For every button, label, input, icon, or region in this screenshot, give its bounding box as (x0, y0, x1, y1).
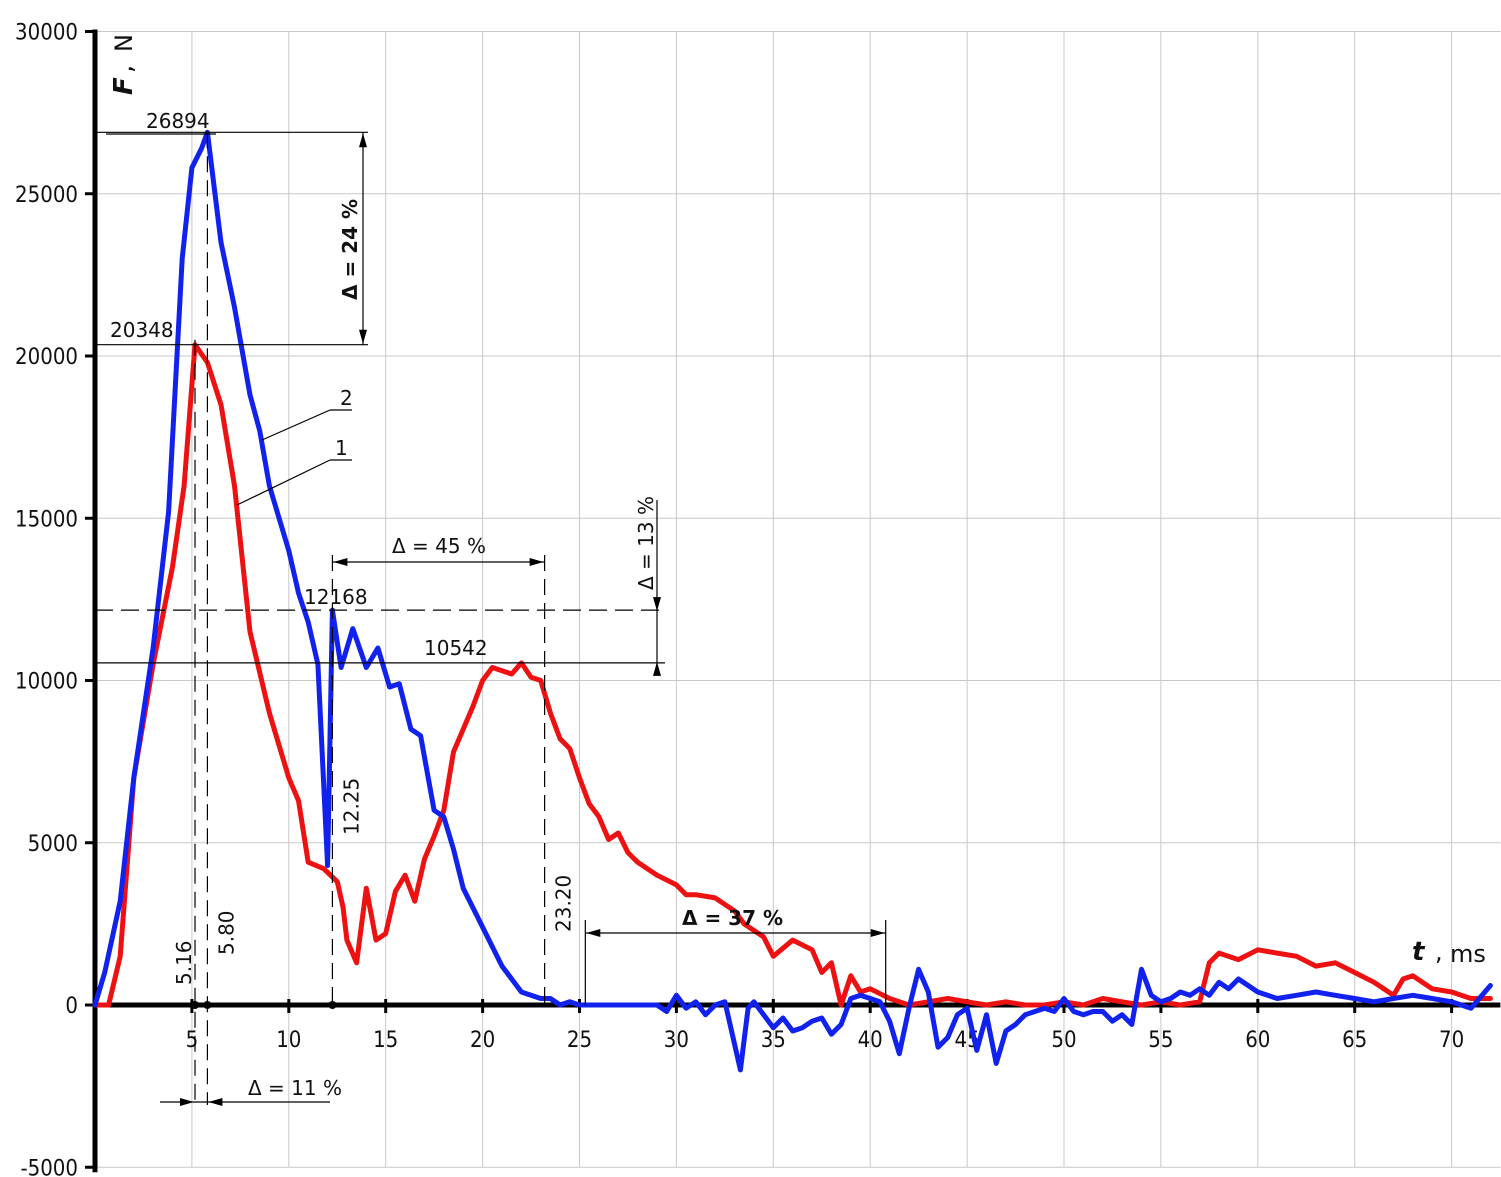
peak1-value-label: 20348 (110, 318, 174, 342)
curve2-leader-line (261, 409, 331, 441)
x-tick-label: 20 (470, 1028, 495, 1053)
tsecond1-label: 23.20 (552, 875, 576, 932)
x-tick-label: 35 (761, 1028, 786, 1053)
x-tick-label: 65 (1342, 1028, 1367, 1053)
tpeak1-label: 5.16 (172, 940, 196, 985)
series-line-2 (92, 129, 1493, 1073)
x-tick-label: 5 (186, 1028, 199, 1053)
delta37-arrow-left (586, 929, 601, 937)
x-tick-label: 55 (1148, 1028, 1173, 1053)
delta24-arrow-top (359, 133, 367, 148)
x-tick-label: 25 (567, 1028, 592, 1053)
delta11-label: Δ = 11 % (248, 1076, 342, 1100)
x-tick-label: 70 (1439, 1028, 1464, 1053)
delta45-arrow-left (333, 558, 348, 566)
y-tick-label: 0 (65, 994, 78, 1019)
data-series (92, 129, 1493, 1073)
x-axis-comma: , (1435, 938, 1443, 966)
x-tick-label: 30 (664, 1028, 689, 1053)
y-tick-label: 30000 (15, 21, 78, 46)
delta24-arrow-bottom (359, 329, 367, 344)
x-tick-label: 40 (858, 1028, 883, 1053)
series-line-1 (92, 342, 1493, 1008)
x-tick-label: 50 (1051, 1028, 1076, 1053)
y-axis-comma: , (109, 65, 139, 73)
y-axis-unit: N (110, 34, 138, 52)
delta13-arrow-top (653, 597, 661, 612)
delta24-label: Δ = 24 % (338, 199, 362, 300)
x-axis-unit: ms (1450, 940, 1486, 968)
delta13-arrow-bottom (653, 661, 661, 676)
curve2-label: 2 (340, 386, 353, 410)
x-axis-label: t (1412, 937, 1426, 967)
y-tick-label: 25000 (15, 183, 78, 208)
peak2-value-label: 26894 (146, 109, 210, 133)
y-tick-label: -5000 (20, 1156, 78, 1177)
grid (95, 31, 1501, 1168)
curve1-label: 1 (335, 436, 348, 460)
time-marker-dot (191, 1001, 200, 1009)
delta13-label: Δ = 13 % (634, 496, 658, 590)
y-axis-label: F (109, 77, 139, 95)
delta45-arrow-right (529, 558, 544, 566)
delta37-label: Δ = 37 % (682, 906, 783, 930)
second-peak2-value-label: 12168 (304, 585, 368, 609)
y-tick-label: 20000 (15, 345, 78, 370)
x-tick-label: 60 (1245, 1028, 1270, 1053)
x-tick-label: 10 (276, 1028, 301, 1053)
delta37-arrow-right (870, 929, 885, 937)
time-marker-dot (203, 1001, 212, 1009)
y-tick-label: 15000 (15, 507, 78, 532)
delta11-arrow-left (180, 1098, 195, 1106)
y-tick-label: 10000 (15, 670, 78, 695)
y-tick-label: 5000 (28, 832, 78, 857)
annotations: 26894 20348 12168 10542 Δ = 24 % Δ = 13 % 5.16… (95, 109, 887, 1106)
tsecond2-label: 12.25 (339, 778, 363, 835)
x-tick-label: 15 (373, 1028, 398, 1053)
second-peak1-value-label: 10542 (424, 636, 488, 660)
delta45-label: Δ = 45 % (392, 534, 486, 558)
delta11-arrow-right (208, 1098, 223, 1106)
tpeak2-label: 5.80 (214, 910, 238, 955)
curve1-leader-line (236, 459, 331, 506)
time-marker-dot (328, 1001, 337, 1009)
